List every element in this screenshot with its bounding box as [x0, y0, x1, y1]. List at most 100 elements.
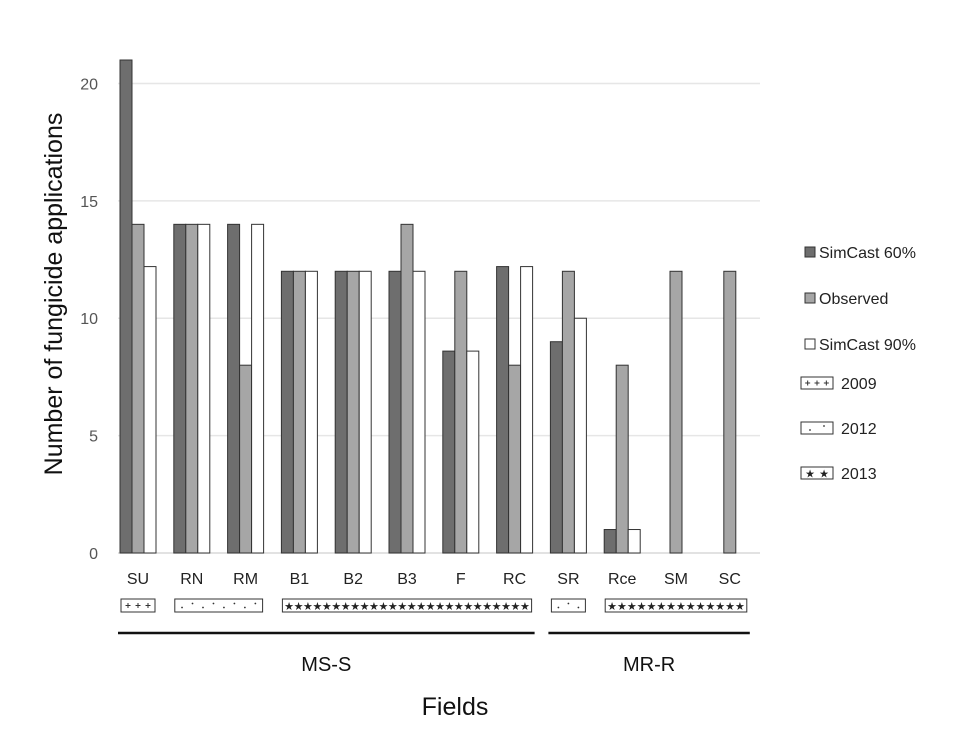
pattern-star: ★ — [284, 600, 294, 613]
pattern-star: ★ — [511, 600, 521, 613]
pattern-box — [174, 598, 264, 613]
pattern-plus — [805, 380, 811, 386]
pattern-star: ★ — [676, 600, 686, 613]
y-tick-label: 20 — [80, 76, 98, 93]
pattern-dot — [233, 602, 236, 605]
pattern-star: ★ — [696, 600, 706, 613]
pattern-star: ★ — [378, 600, 388, 613]
pattern-box — [550, 598, 586, 613]
x-tick-label: SU — [127, 571, 149, 588]
x-tick-label: B1 — [290, 571, 310, 588]
pattern-star: ★ — [397, 600, 407, 613]
pattern-dot — [243, 606, 246, 609]
bar — [508, 364, 522, 554]
pattern-star: ★ — [666, 600, 676, 613]
legend-label: SimCast 90% — [819, 337, 916, 354]
pattern-dot — [577, 606, 580, 609]
pattern-star: ★ — [341, 600, 351, 613]
y-tick-label: 5 — [89, 429, 98, 446]
pattern-star: ★ — [520, 600, 530, 613]
bar — [603, 529, 617, 554]
pattern-plus — [814, 380, 820, 386]
pattern-star: ★ — [407, 600, 417, 613]
bar — [627, 529, 641, 554]
pattern-star: ★ — [715, 600, 725, 613]
bar — [549, 341, 563, 554]
bar — [143, 266, 157, 554]
y-tick-label: 15 — [80, 194, 98, 211]
pattern-star: ★ — [819, 468, 829, 481]
bar — [197, 223, 211, 554]
pattern-plus — [135, 603, 141, 608]
pattern-plus — [145, 603, 151, 608]
legend-label: SimCast 60% — [819, 245, 916, 262]
x-tick-label: RN — [180, 571, 203, 588]
y-tick-label: 0 — [89, 546, 98, 563]
pattern-star: ★ — [435, 600, 445, 613]
pattern-star: ★ — [627, 600, 637, 613]
pattern-star: ★ — [463, 600, 473, 613]
pattern-star: ★ — [445, 600, 455, 613]
pattern-dot — [567, 602, 570, 605]
year-box-2012 — [174, 598, 264, 613]
pattern-star: ★ — [735, 600, 745, 613]
y-tick-label: 10 — [80, 311, 98, 328]
pattern-star: ★ — [725, 600, 735, 613]
pattern-star: ★ — [294, 600, 304, 613]
x-tick-label: F — [456, 571, 466, 588]
bar — [573, 317, 587, 554]
x-tick-label: SC — [719, 571, 741, 588]
legend-label: 2012 — [841, 421, 877, 438]
pattern-star: ★ — [416, 600, 426, 613]
pattern-star: ★ — [646, 600, 656, 613]
pattern-star: ★ — [312, 600, 322, 613]
x-tick-label: RC — [503, 571, 526, 588]
pattern-box — [281, 598, 533, 613]
bar — [280, 270, 294, 554]
bar — [561, 270, 575, 554]
x-tick-label: Rce — [608, 571, 637, 588]
bar — [304, 270, 318, 554]
group-label: MS-S — [301, 654, 351, 676]
pattern-dot — [223, 606, 225, 609]
pattern-star: ★ — [388, 600, 398, 613]
pattern-plus — [125, 603, 131, 608]
bar — [615, 364, 629, 554]
pattern-star: ★ — [482, 600, 492, 613]
bar — [239, 364, 253, 554]
pattern-dot — [212, 602, 215, 605]
x-tick-label: B3 — [397, 571, 417, 588]
pattern-star: ★ — [637, 600, 647, 613]
pattern-star: ★ — [705, 600, 715, 613]
year-pattern-boxes: ★ ★ ★ ★ ★ ★ ★ ★ ★ ★ ★ ★ ★ ★ ★ ★ ★ ★ ★ ★ ★ ★ ★ ★ ★ ★ ★ ★ ★ ★ ★ ★ ★ ★ ★ ★ ★ ★ ★ ★ — [120, 598, 748, 613]
pattern-plus — [823, 380, 829, 386]
pattern-star: ★ — [369, 600, 379, 613]
group-label: MR-R — [623, 654, 675, 676]
legend-label: Observed — [819, 291, 888, 308]
x-axis-title: Fields — [422, 693, 489, 721]
bar — [520, 266, 534, 554]
bar — [442, 350, 456, 554]
bar — [358, 270, 372, 554]
pattern-dot — [191, 602, 194, 605]
pattern-star: ★ — [303, 600, 313, 613]
bar — [454, 270, 468, 554]
bar — [185, 223, 199, 554]
legend-year-swatch — [800, 376, 834, 390]
pattern-star: ★ — [492, 600, 502, 613]
year-box-2012 — [550, 598, 586, 613]
pattern-dot — [181, 606, 183, 609]
pattern-star: ★ — [426, 600, 436, 613]
pattern-dot — [254, 602, 257, 605]
pattern-star: ★ — [656, 600, 666, 613]
x-tick-label: B2 — [343, 571, 363, 588]
pattern-box — [800, 466, 834, 480]
bar — [292, 270, 306, 554]
pattern-star: ★ — [454, 600, 464, 613]
bar — [251, 223, 265, 554]
bar — [466, 350, 480, 554]
pattern-dot — [823, 425, 825, 427]
bar — [227, 223, 241, 554]
bar — [669, 270, 683, 554]
